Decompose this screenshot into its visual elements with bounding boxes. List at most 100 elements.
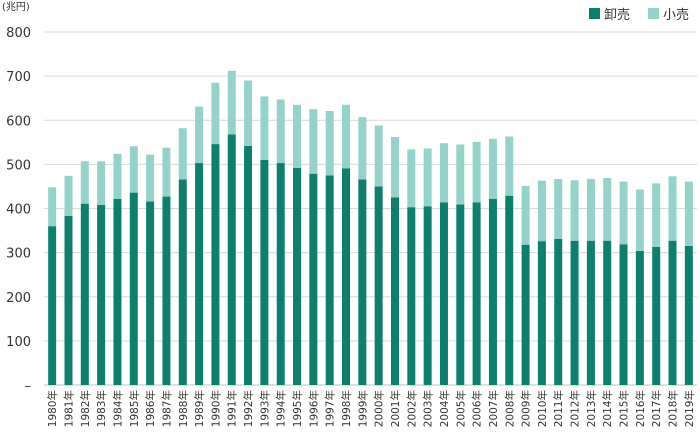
x-tick-label: 1990年 <box>209 390 222 427</box>
bar-wholesale-2013年 <box>586 240 595 385</box>
bar-retail-1997年 <box>325 110 334 176</box>
bar-wholesale-1989年 <box>195 163 204 385</box>
bar-wholesale-1997年 <box>325 175 334 385</box>
x-tick-label: 2013年 <box>585 390 598 427</box>
bar-wholesale-1987年 <box>162 196 171 385</box>
bar-wholesale-1984年 <box>113 198 122 385</box>
bar-wholesale-1990年 <box>211 144 220 385</box>
bar-retail-2003年 <box>423 148 432 207</box>
x-tick-label: 2004年 <box>438 390 451 427</box>
bar-wholesale-1982年 <box>80 203 89 385</box>
bar-wholesale-2001年 <box>390 197 399 385</box>
legend-swatch-retail <box>648 8 659 19</box>
bar-wholesale-1993年 <box>260 159 269 385</box>
legend: 卸売 小売 <box>589 7 689 23</box>
y-tick-label: 100 <box>6 335 31 350</box>
gridlines <box>44 31 697 386</box>
bar-wholesale-2008年 <box>505 195 514 385</box>
x-tick-label: 1998年 <box>340 390 353 427</box>
bar-wholesale-1985年 <box>129 192 138 385</box>
y-tick-label: – <box>25 379 32 394</box>
x-tick-label: 1985年 <box>128 390 141 427</box>
bar-wholesale-1998年 <box>342 168 351 385</box>
bar-retail-1984年 <box>113 153 122 199</box>
bar-wholesale-1981年 <box>64 216 73 385</box>
bar-retail-2000年 <box>374 125 383 187</box>
bar-wholesale-2007年 <box>488 198 497 385</box>
bar-retail-2013年 <box>586 178 595 241</box>
legend-label-retail: 小売 <box>663 7 689 23</box>
bar-wholesale-2018年 <box>668 240 677 385</box>
bar-retail-1992年 <box>244 80 253 146</box>
bar-wholesale-1986年 <box>146 201 155 385</box>
bar-retail-1985年 <box>129 146 138 193</box>
bar-wholesale-2000年 <box>374 186 383 385</box>
x-tick-label: 1983年 <box>95 390 108 427</box>
bar-retail-1994年 <box>276 99 285 164</box>
bar-wholesale-2017年 <box>652 246 661 385</box>
bar-retail-2006年 <box>472 141 481 203</box>
bar-retail-1987年 <box>162 147 171 197</box>
bar-retail-2017年 <box>652 183 661 247</box>
x-tick-label: 2018年 <box>667 390 680 427</box>
bar-retail-1991年 <box>227 70 236 135</box>
bar-retail-1989年 <box>195 106 204 164</box>
bar-retail-2008年 <box>505 136 514 196</box>
x-tick-label: 2019年 <box>683 390 696 427</box>
bar-retail-1999年 <box>358 117 367 180</box>
bar-retail-2002年 <box>407 149 416 208</box>
x-tick-label: 1986年 <box>144 390 157 427</box>
x-axis-ticks: 1980年 1981年 1982年 1983年 1984年 1985年 1986年 1987年… <box>46 390 696 427</box>
bar-wholesale-2011年 <box>554 238 563 385</box>
y-tick-label: 600 <box>6 114 31 129</box>
x-tick-label: 1981年 <box>62 390 75 427</box>
x-tick-label: 1980年 <box>46 390 59 427</box>
x-tick-label: 2008年 <box>503 390 516 427</box>
bar-retail-2001年 <box>390 137 399 198</box>
y-axis-unit-label: (兆円) <box>2 1 30 13</box>
bar-wholesale-2006年 <box>472 202 481 385</box>
x-tick-label: 2001年 <box>389 390 402 427</box>
bar-wholesale-1980年 <box>48 226 57 385</box>
x-tick-label: 1991年 <box>226 390 239 427</box>
bar-wholesale-2004年 <box>439 202 448 385</box>
bar-retail-2019年 <box>684 181 693 246</box>
bar-wholesale-2012年 <box>570 240 579 385</box>
x-tick-label: 1996年 <box>307 390 320 427</box>
x-tick-label: 1987年 <box>160 390 173 427</box>
bar-wholesale-1983年 <box>97 204 106 385</box>
x-tick-label: 1988年 <box>177 390 190 427</box>
x-tick-label: 1984年 <box>111 390 124 427</box>
bar-retail-1980年 <box>48 187 57 227</box>
bar-wholesale-1991年 <box>227 134 236 385</box>
y-tick-label: 700 <box>6 70 31 85</box>
x-tick-label: 1999年 <box>356 390 369 427</box>
bar-wholesale-2009年 <box>521 244 530 385</box>
x-tick-label: 2012年 <box>569 390 582 427</box>
x-tick-label: 2000年 <box>373 390 386 427</box>
x-tick-label: 1995年 <box>291 390 304 427</box>
bar-retail-1986年 <box>146 154 155 202</box>
y-tick-label: 800 <box>6 26 31 41</box>
bar-retail-1990年 <box>211 82 220 145</box>
bar-wholesale-2019年 <box>684 246 693 385</box>
x-tick-label: 2015年 <box>618 390 631 427</box>
bar-retail-1981年 <box>64 175 73 216</box>
bar-wholesale-1996年 <box>309 173 318 385</box>
x-tick-label: 2016年 <box>634 390 647 427</box>
bar-retail-2007年 <box>488 138 497 199</box>
bar-retail-1983年 <box>97 161 106 205</box>
x-tick-label: 2017年 <box>650 390 663 427</box>
x-tick-label: 2010年 <box>536 390 549 427</box>
bar-retail-2018年 <box>668 176 677 241</box>
x-tick-label: 2006年 <box>471 390 484 427</box>
x-tick-label: 2007年 <box>487 390 500 427</box>
bar-wholesale-2016年 <box>635 250 644 385</box>
x-tick-label: 1993年 <box>258 390 271 427</box>
bar-wholesale-2014年 <box>603 240 612 385</box>
bar-wholesale-2005年 <box>456 204 465 385</box>
x-tick-label: 2002年 <box>405 390 418 427</box>
x-tick-label: 2003年 <box>422 390 435 427</box>
